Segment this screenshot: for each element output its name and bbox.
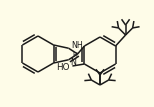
Text: NH: NH — [72, 41, 83, 50]
Text: HO: HO — [56, 62, 69, 71]
Text: N: N — [71, 58, 77, 67]
Text: H: H — [73, 52, 77, 58]
